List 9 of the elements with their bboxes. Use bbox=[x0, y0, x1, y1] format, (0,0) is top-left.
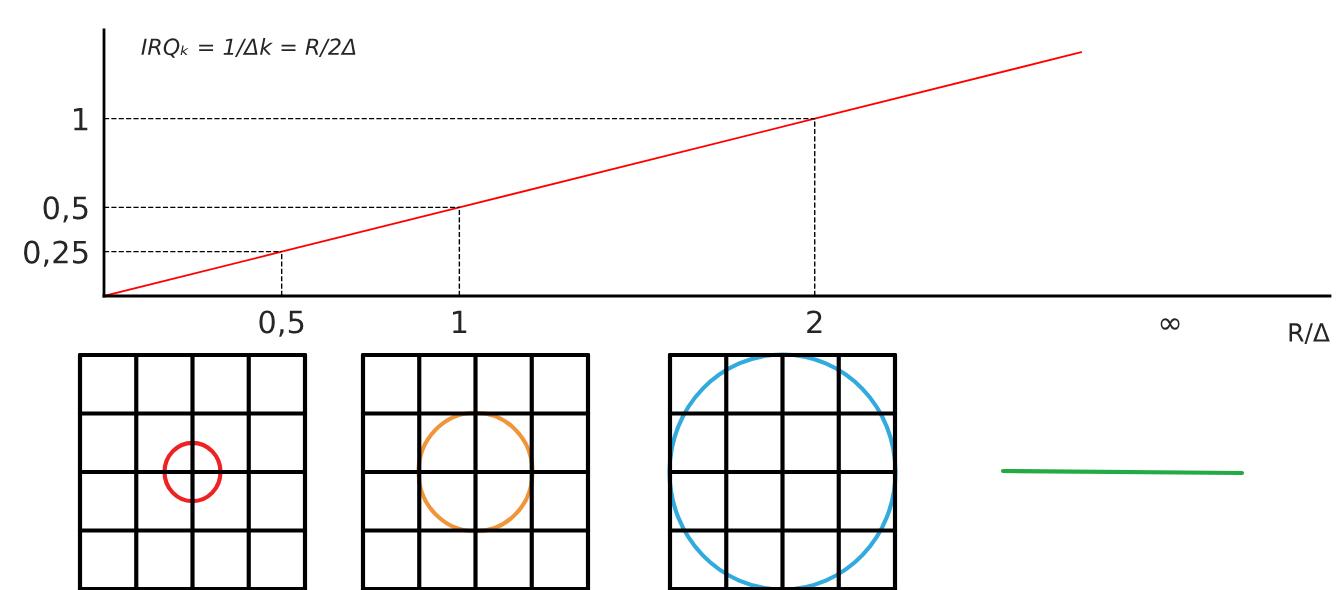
x-axis-title: R/Δ bbox=[1289, 323, 1330, 344]
x-tick-label: ∞ bbox=[1160, 318, 1180, 330]
x-tick-label: 1 bbox=[453, 310, 467, 334]
x-tick-label: 0,5 bbox=[259, 310, 304, 337]
y-tick-label: 0,5 bbox=[43, 196, 88, 223]
y-axis-title: IRQₖ = 1/Δk = R/2Δ bbox=[141, 37, 356, 58]
y-tick-label: 1 bbox=[74, 108, 88, 131]
x-tick-label: 2 bbox=[807, 310, 822, 334]
y-tick-label: 0,25 bbox=[24, 240, 88, 267]
